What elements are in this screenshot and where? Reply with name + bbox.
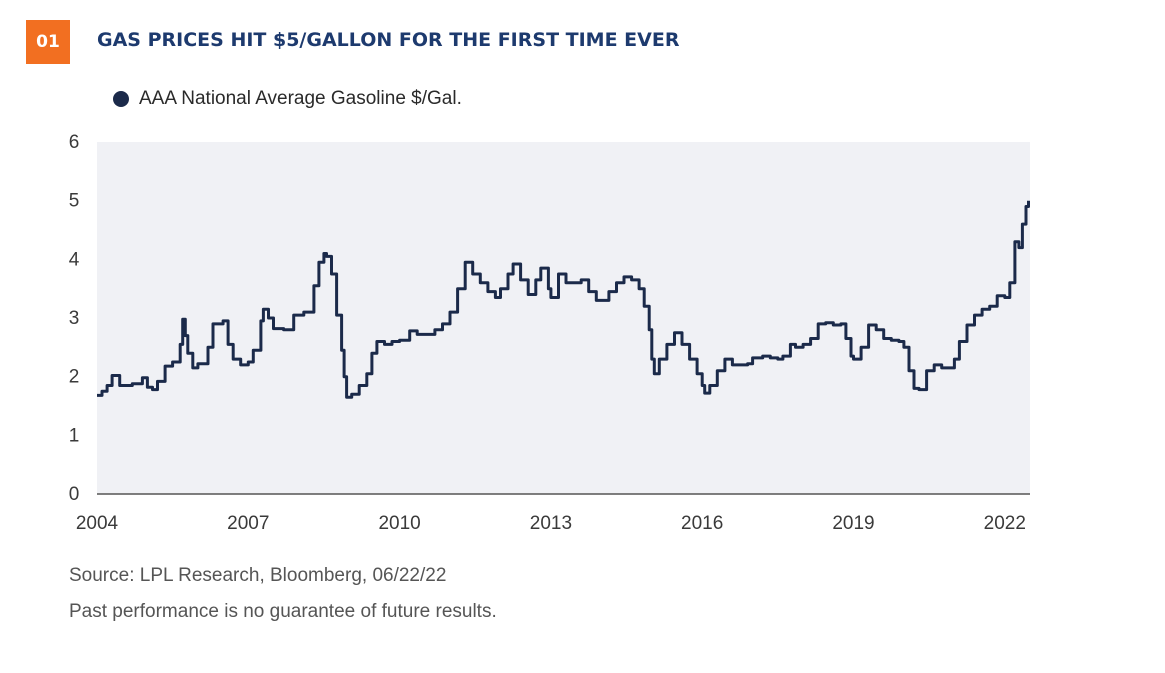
chart-number-badge: 01 <box>26 20 70 64</box>
disclaimer-note: Past performance is no guarantee of futu… <box>69 601 497 622</box>
y-tick-label: 4 <box>69 249 80 270</box>
series-line-aaa-gasoline <box>97 200 1030 399</box>
legend-marker-icon <box>113 91 129 107</box>
source-note: Source: LPL Research, Bloomberg, 06/22/2… <box>69 565 447 586</box>
x-axis-ticks: 2004 2007 2010 2013 2016 2019 2022 <box>76 513 1026 534</box>
x-tick-label: 2016 <box>681 513 723 534</box>
legend-label: AAA National Average Gasoline $/Gal. <box>139 88 462 109</box>
x-tick-label: 2010 <box>378 513 420 534</box>
x-tick-label: 2013 <box>530 513 572 534</box>
x-tick-label: 2004 <box>76 513 119 534</box>
plot-area <box>97 142 1030 494</box>
legend: AAA National Average Gasoline $/Gal. <box>113 88 462 110</box>
chart-title: GAS PRICES HIT $5/GALLON FOR THE FIRST T… <box>97 29 680 51</box>
x-tick-label: 2022 <box>984 513 1026 534</box>
y-tick-label: 6 <box>69 132 80 153</box>
y-axis-ticks: 0 1 2 3 4 5 6 <box>69 132 80 505</box>
y-tick-label: 2 <box>69 367 80 388</box>
y-tick-label: 1 <box>69 425 80 446</box>
x-tick-label: 2019 <box>832 513 874 534</box>
y-tick-label: 5 <box>69 191 80 212</box>
y-tick-label: 0 <box>69 484 80 505</box>
y-tick-label: 3 <box>69 308 80 329</box>
x-tick-label: 2007 <box>227 513 269 534</box>
